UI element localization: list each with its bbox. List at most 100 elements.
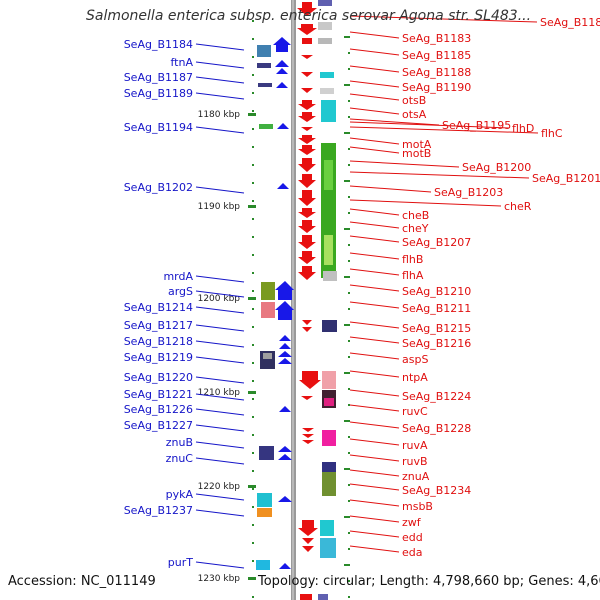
feature-box[interactable]: [259, 124, 273, 129]
gene-arrow[interactable]: [275, 281, 294, 300]
gene-arrow[interactable]: [277, 183, 289, 189]
feature-box[interactable]: [322, 462, 336, 472]
feature-box[interactable]: [318, 38, 332, 44]
gene-arrow[interactable]: [301, 88, 313, 93]
gene-arrow[interactable]: [279, 335, 291, 341]
gene-arrow[interactable]: [278, 496, 292, 502]
gene-label[interactable]: SeAg_B1228: [402, 422, 471, 435]
feature-box[interactable]: [324, 398, 334, 406]
feature-box[interactable]: [318, 594, 328, 600]
gene-label[interactable]: msbB: [402, 500, 433, 513]
gene-arrow[interactable]: [302, 327, 312, 332]
gene-label[interactable]: flhC: [541, 127, 563, 140]
gene-label[interactable]: znuB: [166, 436, 193, 449]
gene-arrow[interactable]: [279, 343, 291, 349]
gene-label[interactable]: flhB: [402, 253, 423, 266]
gene-label[interactable]: ruvA: [402, 439, 428, 452]
gene-arrow[interactable]: [297, 2, 317, 16]
feature-box[interactable]: [259, 446, 274, 460]
gene-label[interactable]: SeAg_B1188: [402, 66, 471, 79]
gene-arrow[interactable]: [298, 190, 316, 206]
gene-arrow[interactable]: [277, 123, 289, 129]
gene-label[interactable]: SeAg_B1220: [124, 371, 193, 384]
gene-arrow[interactable]: [298, 135, 316, 144]
gene-arrow[interactable]: [302, 428, 314, 432]
gene-label[interactable]: SeAg_B1218: [124, 335, 193, 348]
gene-arrow[interactable]: [301, 127, 313, 131]
gene-arrow[interactable]: [298, 145, 316, 155]
gene-arrow[interactable]: [301, 396, 313, 400]
feature-box[interactable]: [256, 560, 270, 570]
gene-arrow[interactable]: [273, 37, 291, 52]
gene-arrow[interactable]: [298, 251, 316, 264]
gene-label[interactable]: SeAg_B1182: [540, 16, 600, 29]
feature-box[interactable]: [322, 371, 336, 389]
gene-label[interactable]: otsA: [402, 108, 427, 121]
gene-label[interactable]: purT: [168, 556, 193, 569]
gene-label[interactable]: SeAg_B1184: [124, 38, 193, 51]
feature-box[interactable]: [257, 45, 271, 57]
gene-arrow[interactable]: [298, 158, 316, 172]
gene-label[interactable]: cheY: [402, 222, 429, 235]
feature-box[interactable]: [257, 63, 271, 68]
gene-arrow[interactable]: [297, 24, 317, 35]
gene-label[interactable]: SeAg_B1210: [402, 285, 471, 298]
gene-arrow[interactable]: [299, 371, 321, 389]
gene-label[interactable]: SeAg_B1216: [402, 337, 471, 350]
gene-arrow[interactable]: [298, 520, 318, 536]
gene-label[interactable]: SeAg_B1190: [402, 81, 471, 94]
gene-label[interactable]: SeAg_B1200: [462, 161, 531, 174]
feature-box[interactable]: [318, 0, 332, 6]
gene-arrow[interactable]: [302, 538, 314, 544]
feature-box[interactable]: [261, 282, 275, 300]
gene-label[interactable]: SeAg_B1194: [124, 121, 193, 134]
feature-box[interactable]: [322, 320, 337, 332]
gene-label[interactable]: SeAg_B1226: [124, 403, 193, 416]
gene-arrow[interactable]: [276, 68, 288, 74]
gene-label[interactable]: cheR: [504, 200, 532, 213]
gene-arrow[interactable]: [276, 82, 288, 88]
gene-label[interactable]: cheB: [402, 209, 429, 222]
gene-label[interactable]: SeAg_B1185: [402, 49, 471, 62]
gene-label[interactable]: SeAg_B1202: [124, 181, 193, 194]
feature-box[interactable]: [263, 353, 272, 359]
gene-arrow[interactable]: [278, 454, 292, 460]
feature-box[interactable]: [324, 160, 333, 190]
gene-arrow[interactable]: [302, 434, 314, 438]
feature-box[interactable]: [320, 72, 334, 78]
gene-label[interactable]: SeAg_B1224: [402, 390, 471, 403]
gene-label[interactable]: pykA: [166, 488, 194, 501]
feature-box[interactable]: [261, 302, 275, 318]
gene-arrow[interactable]: [278, 358, 292, 364]
gene-arrow[interactable]: [300, 594, 312, 600]
gene-arrow[interactable]: [298, 208, 316, 218]
feature-box[interactable]: [324, 235, 333, 265]
feature-box[interactable]: [318, 22, 332, 30]
gene-label[interactable]: SeAg_B1207: [402, 236, 471, 249]
gene-label[interactable]: SeAg_B1217: [124, 319, 193, 332]
gene-label[interactable]: znuC: [166, 452, 194, 465]
gene-arrow[interactable]: [298, 100, 316, 110]
gene-label[interactable]: flhA: [402, 269, 424, 282]
gene-arrow[interactable]: [279, 563, 291, 569]
gene-label[interactable]: argS: [168, 285, 193, 298]
gene-label[interactable]: SeAg_B1183: [402, 32, 471, 45]
gene-arrow[interactable]: [298, 235, 316, 249]
gene-label[interactable]: SeAg_B1203: [434, 186, 503, 199]
gene-label[interactable]: SeAg_B1221: [124, 388, 193, 401]
feature-box[interactable]: [257, 493, 272, 507]
feature-box[interactable]: [323, 271, 337, 281]
gene-label[interactable]: SeAg_B1187: [124, 71, 193, 84]
gene-arrow[interactable]: [302, 546, 314, 552]
gene-label[interactable]: ftnA: [171, 56, 194, 69]
gene-label[interactable]: ruvC: [402, 405, 428, 418]
feature-box[interactable]: [320, 88, 334, 94]
feature-box[interactable]: [321, 100, 336, 122]
gene-label[interactable]: eda: [402, 546, 423, 559]
gene-label[interactable]: edd: [402, 531, 423, 544]
gene-label[interactable]: SeAg_B1211: [402, 302, 471, 315]
gene-label[interactable]: ntpA: [402, 371, 428, 384]
gene-label[interactable]: motB: [402, 147, 431, 160]
gene-arrow[interactable]: [302, 440, 314, 444]
gene-arrow[interactable]: [301, 55, 313, 59]
